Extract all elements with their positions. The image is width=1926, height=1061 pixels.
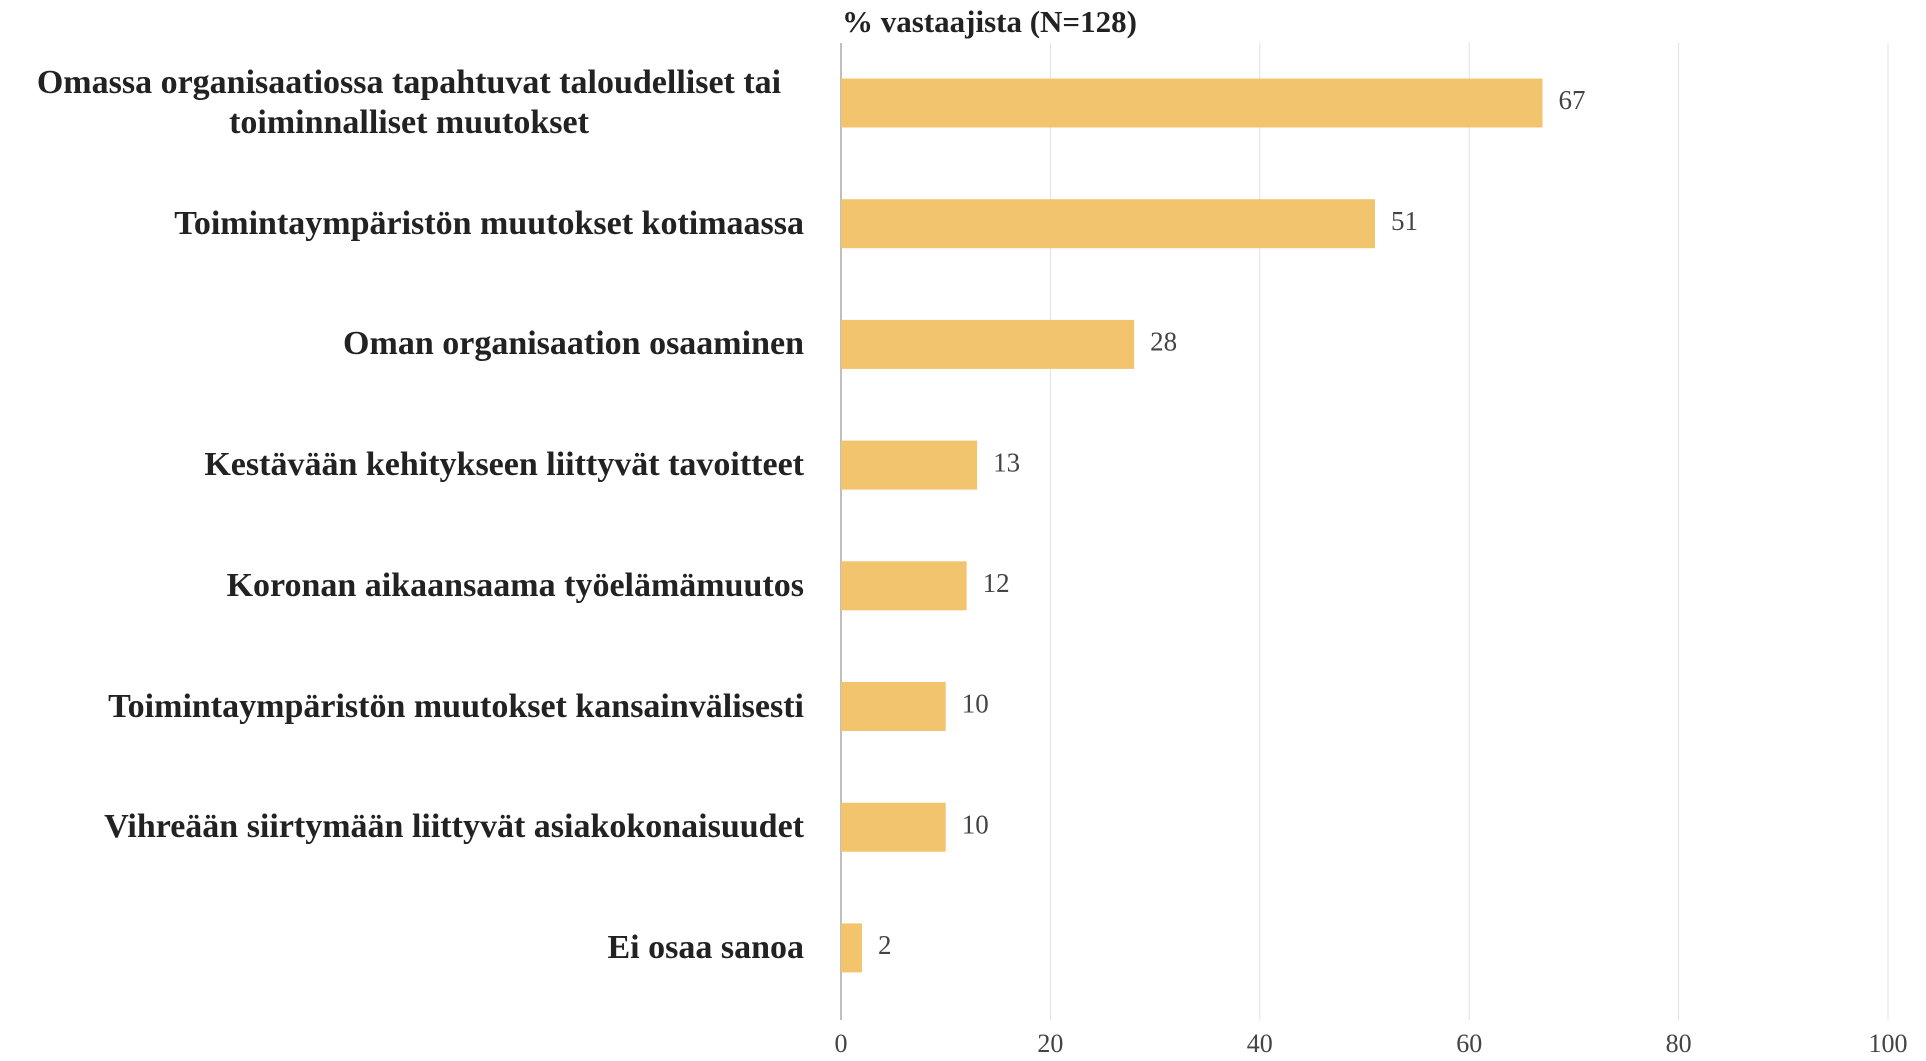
bar <box>841 682 946 731</box>
value-label: 10 <box>962 689 989 719</box>
bar <box>841 78 1543 128</box>
x-tick-label: 0 <box>835 1029 848 1058</box>
category-label: Koronan aikaansaama työelämämuutos <box>226 566 804 604</box>
category-label: Vihreään siirtymään liittyvät asiakokona… <box>104 808 804 846</box>
x-tick-label: 60 <box>1456 1029 1482 1058</box>
chart-title: % vastaajista (N=128) <box>842 4 1137 39</box>
value-label: 28 <box>1150 327 1177 357</box>
bar <box>841 319 1135 369</box>
bar <box>841 561 967 611</box>
bar <box>841 199 1375 249</box>
value-label: 12 <box>983 568 1010 598</box>
x-tick-label: 20 <box>1037 1029 1063 1058</box>
category-label: Omassa organisaatiossa tapahtuvat taloud… <box>36 64 782 141</box>
x-tick-label: 100 <box>1869 1029 1908 1058</box>
bar <box>841 440 978 490</box>
category-label: Toimintaympäristön muutokset kansainväli… <box>108 687 804 725</box>
value-label: 51 <box>1391 206 1418 236</box>
value-label: 67 <box>1558 85 1585 115</box>
x-tick-label: 40 <box>1247 1029 1273 1058</box>
value-label: 10 <box>962 809 989 839</box>
bar <box>841 923 862 973</box>
value-label: 2 <box>878 930 892 960</box>
bar <box>841 802 946 852</box>
value-label: 13 <box>993 447 1020 477</box>
category-label: Oman organisaation osaaminen <box>343 325 804 363</box>
category-label: Ei osaa sanoa <box>607 928 805 966</box>
category-label: Kestävään kehitykseen liittyvät tavoitte… <box>204 446 804 484</box>
category-label: Toimintaympäristön muutokset kotimaassa <box>174 204 804 242</box>
x-tick-label: 80 <box>1666 1029 1692 1058</box>
